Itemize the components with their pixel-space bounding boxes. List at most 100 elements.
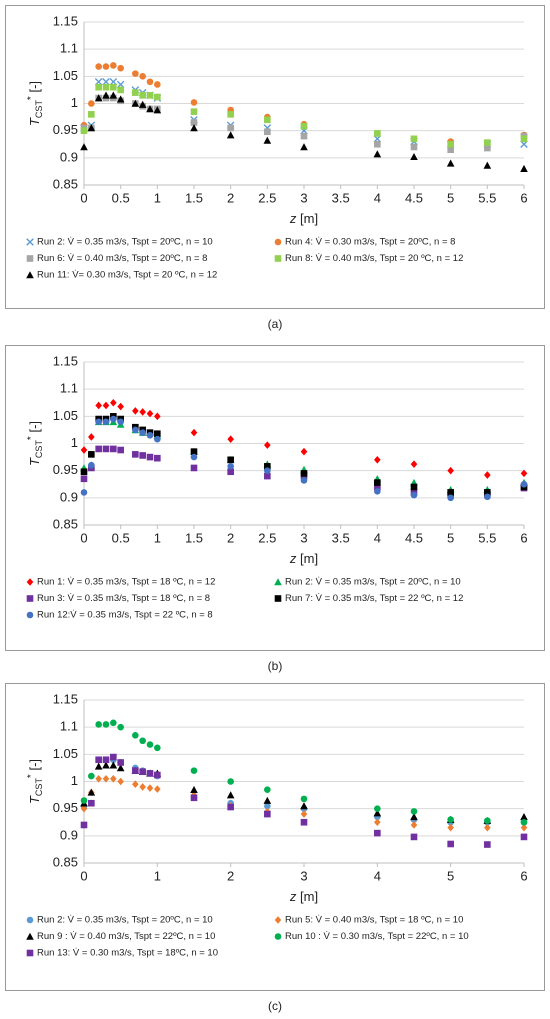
marker (154, 435, 161, 443)
marker (190, 428, 198, 437)
legend-label: Run 3: V̇ = 0.35 m3/s, Tspt = 18 ºC, n =… (37, 593, 210, 604)
marker (300, 477, 308, 484)
marker (484, 823, 491, 832)
marker (94, 762, 103, 770)
marker (300, 132, 308, 140)
x-tick-label: 4 (374, 868, 381, 883)
x-tick-label: 2.5 (258, 530, 276, 545)
x-tick-label: 5.5 (478, 530, 496, 545)
marker (227, 435, 234, 443)
marker (227, 803, 234, 811)
marker (87, 124, 96, 132)
marker (190, 464, 198, 472)
marker (447, 840, 454, 848)
y-tick-label: 0.9 (60, 489, 78, 504)
marker (520, 469, 528, 478)
marker (88, 772, 95, 780)
marker (110, 774, 117, 783)
y-tick-label: 1.05 (53, 746, 78, 761)
marker (132, 426, 139, 434)
legend-marker (274, 933, 282, 940)
marker (300, 447, 308, 456)
marker (154, 744, 161, 752)
marker (110, 398, 117, 407)
legend-label: Run 2: V̇ = 0.35 m3/s, Tspt = 20ºC, n = … (37, 236, 213, 247)
x-tick-label: 2 (227, 868, 234, 883)
marker (410, 813, 418, 821)
marker (374, 488, 381, 495)
marker (484, 471, 491, 479)
marker (110, 415, 117, 423)
marker (117, 86, 124, 94)
marker (300, 810, 308, 818)
legend-marker (26, 578, 34, 586)
y-label-var: T (27, 457, 42, 466)
marker (410, 152, 418, 161)
marker (88, 100, 95, 107)
marker (190, 785, 198, 793)
marker (447, 494, 454, 502)
marker (139, 768, 146, 776)
x-tick-label: 4 (374, 530, 381, 545)
marker (110, 753, 117, 761)
caption: (a) (268, 317, 283, 331)
x-tick-label: 4.5 (405, 530, 423, 545)
marker (94, 94, 103, 102)
marker (110, 719, 117, 727)
marker (300, 818, 308, 826)
marker (146, 432, 154, 439)
marker (264, 463, 271, 470)
y-tick-label: 1 (71, 95, 78, 110)
marker (227, 778, 234, 785)
x-tick-label: 0.5 (112, 190, 130, 205)
marker (190, 453, 198, 461)
marker (110, 83, 117, 91)
x-label-var: z (289, 211, 297, 226)
marker (95, 756, 102, 764)
y-label-sup: * (26, 774, 37, 778)
legend-marker (274, 916, 282, 924)
marker (484, 841, 491, 848)
marker (374, 805, 381, 812)
marker (80, 475, 88, 483)
y-label-var: T (27, 117, 42, 126)
legend-label: Run 5: V̇ = 0.40 m3/s, Tspt = 18 ºC, n =… (285, 914, 463, 925)
x-tick-label: 3 (300, 868, 307, 883)
marker (410, 808, 418, 815)
marker (95, 83, 102, 91)
marker (95, 63, 102, 70)
marker (117, 759, 124, 766)
x-tick-label: 0 (80, 868, 87, 883)
marker (520, 823, 528, 832)
marker (154, 430, 161, 438)
marker (102, 401, 110, 410)
marker (154, 454, 161, 462)
y-axis-label: TCST* [-] (26, 421, 45, 466)
marker (132, 451, 139, 458)
marker (146, 92, 154, 99)
legend-marker (26, 595, 34, 602)
panel-border (5, 5, 545, 309)
marker (102, 761, 110, 769)
legend-marker (26, 238, 34, 246)
marker (117, 64, 124, 72)
legend-marker (274, 238, 282, 246)
marker (300, 123, 308, 130)
marker (146, 409, 154, 418)
y-tick-label: 0.95 (53, 122, 78, 137)
marker (88, 433, 95, 441)
x-tick-label: 4 (374, 190, 381, 205)
x-label-var: z (289, 551, 297, 566)
marker (300, 470, 308, 477)
x-tick-label: 5 (447, 190, 454, 205)
marker (132, 732, 139, 739)
legend-label: Run 11: V̇= 0.30 m3/s, Tspt = 20 ºC, n =… (37, 269, 217, 280)
marker (374, 456, 381, 464)
marker (226, 131, 235, 139)
marker (80, 468, 88, 476)
marker (447, 489, 454, 496)
legend-marker (26, 611, 34, 619)
marker (146, 770, 154, 777)
x-tick-label: 1.5 (185, 530, 203, 545)
